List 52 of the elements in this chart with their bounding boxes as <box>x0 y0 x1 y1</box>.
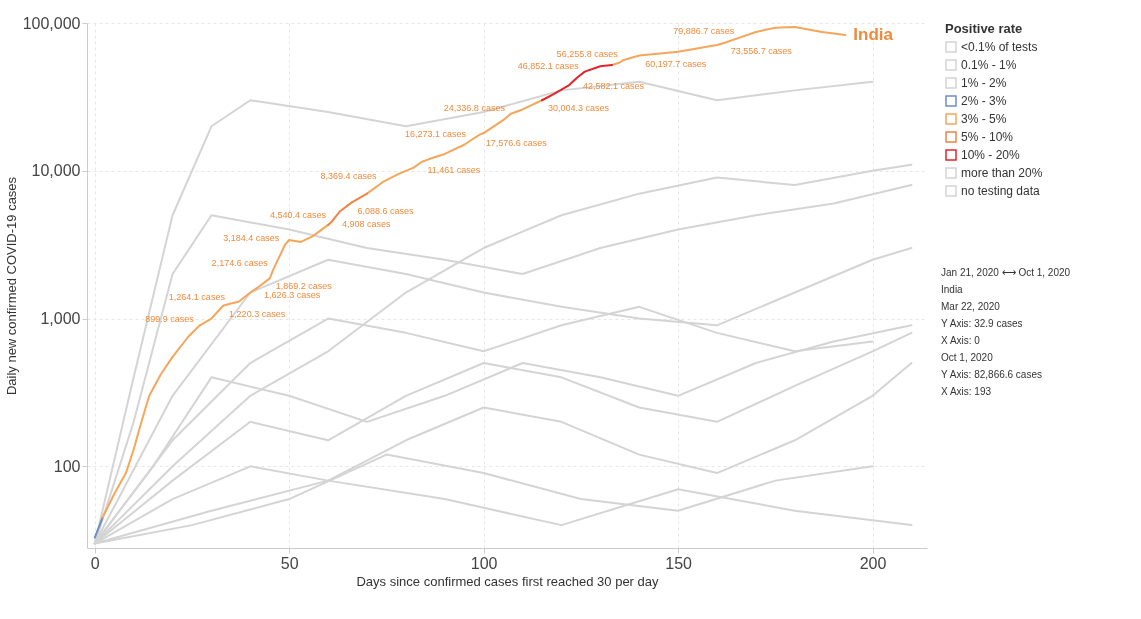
annotation: 2,174.6 cases <box>211 257 269 268</box>
annotation: 17,576.6 cases <box>485 137 548 148</box>
x-tick-label: 200 <box>859 554 887 572</box>
annotation: 42,582.1 cases <box>583 80 645 91</box>
annotation: 1,869.2 cases <box>275 281 333 292</box>
text: Mar 22, 2020 <box>941 301 1001 312</box>
annotation: 1,626.3 cases <box>264 290 321 301</box>
annotation: 4,908 cases <box>341 219 391 230</box>
legend-label: 3% - 5% <box>961 112 1007 126</box>
annotation: 8,369.4 cases <box>320 171 378 182</box>
annotation: 73,556.7 cases <box>730 45 793 56</box>
annotation: 11,461 cases <box>427 165 481 176</box>
x-tick-label: 150 <box>665 554 693 572</box>
x-axis-title: Days since confirmed cases first reached 30 per day <box>356 573 660 589</box>
annotation: 24,336.8 cases <box>443 102 506 113</box>
legend-label: 5% - 10% <box>961 130 1014 144</box>
x-tick-label: 0 <box>90 554 100 572</box>
annotation: 30,004.3 cases <box>548 103 610 114</box>
annotation: 3,184.4 cases <box>223 233 280 244</box>
legend-label: 10% - 20% <box>961 148 1021 162</box>
annotation: 4,540.4 cases <box>269 210 327 221</box>
annotation: 899.9 cases <box>145 314 195 325</box>
y-tick-label: 100,000 <box>22 14 81 32</box>
x-tick-label: 100 <box>470 554 498 572</box>
y-tick-label: 10,000 <box>31 162 81 180</box>
text: Y Axis: 82,866.6 cases <box>941 369 1042 380</box>
annotation: 1,220.3 cases <box>229 308 286 319</box>
text: Y Axis: 32.9 cases <box>941 318 1023 329</box>
annotation: 46,852.1 cases <box>517 60 580 71</box>
x-tick-label: 50 <box>280 554 299 572</box>
annotation: 60,197.7 cases <box>645 58 707 69</box>
text: X Axis: 0 <box>941 335 981 346</box>
annotation: 16,273.1 cases <box>404 128 467 139</box>
legend-label: no testing data <box>961 184 1041 198</box>
y-tick-label: 100 <box>53 457 81 475</box>
legend-label: 2% - 3% <box>961 94 1007 108</box>
y-axis-title: Daily new confirmed COVID-19 cases <box>3 176 19 396</box>
annotation: 6,088.6 cases <box>357 205 414 216</box>
legend-label: 0.1% - 1% <box>961 58 1017 72</box>
y-tick-label: 1,000 <box>40 310 81 328</box>
annotation: 56,255.8 cases <box>556 48 619 59</box>
legend-title: Positive rate <box>945 21 1023 36</box>
text: Oct 1, 2020 <box>941 352 994 363</box>
annotation: India <box>853 25 894 45</box>
text: X Axis: 193 <box>941 386 992 397</box>
annotation: 79,886.7 cases <box>673 26 735 37</box>
legend-label: 1% - 2% <box>961 76 1007 90</box>
legend-label: more than 20% <box>961 166 1043 180</box>
text: India <box>941 284 964 295</box>
legend-label: <0.1% of tests <box>961 40 1038 54</box>
text: Jan 21, 2020 ⟷ Oct 1, 2020 <box>941 267 1071 278</box>
annotation: 1,264.1 cases <box>168 292 226 303</box>
